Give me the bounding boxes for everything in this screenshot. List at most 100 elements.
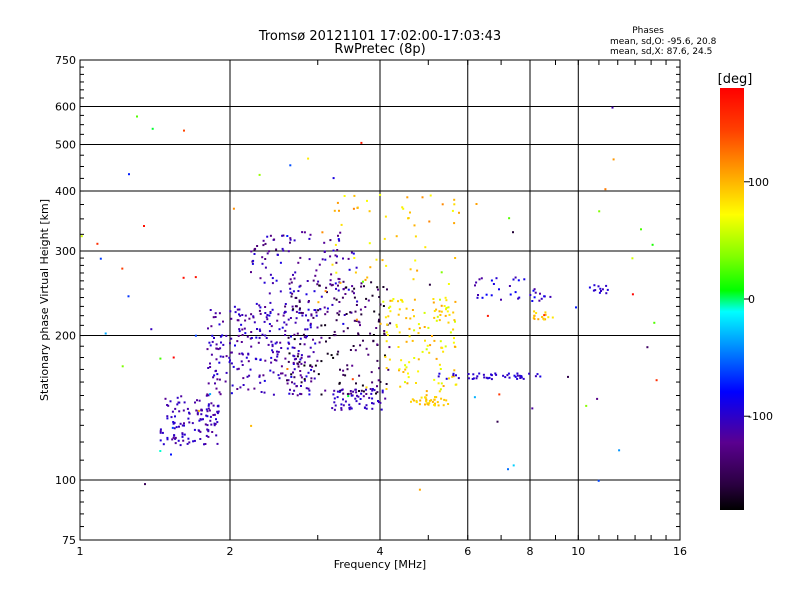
echo-point	[208, 409, 211, 412]
y-tick-label: 200	[55, 330, 76, 343]
echo-point	[333, 408, 336, 411]
echo-point	[328, 337, 331, 339]
echo-point	[399, 385, 402, 388]
echo-point	[395, 325, 398, 328]
echo-point	[338, 209, 340, 212]
echo-point	[384, 215, 387, 218]
echo-point	[238, 328, 241, 331]
echo-point	[293, 389, 296, 392]
echo-point	[596, 397, 599, 400]
echo-point	[159, 357, 162, 360]
echo-point	[387, 315, 390, 318]
echo-point	[339, 389, 342, 392]
echo-point	[236, 388, 239, 390]
echo-point	[256, 328, 258, 330]
echo-point	[355, 320, 358, 322]
echo-point	[365, 347, 368, 350]
echo-point	[413, 224, 416, 227]
echo-point	[605, 292, 608, 295]
echo-point	[445, 308, 447, 311]
echo-point	[275, 279, 278, 282]
echo-point	[280, 365, 283, 368]
echo-point	[502, 374, 505, 377]
echo-point	[166, 404, 169, 406]
echo-point	[308, 355, 311, 358]
echo-point	[431, 335, 433, 337]
echo-point	[276, 353, 279, 356]
echo-point	[318, 284, 321, 287]
echo-point	[298, 300, 301, 303]
echo-point	[424, 339, 426, 342]
echo-point	[238, 308, 241, 311]
echo-point	[291, 381, 293, 384]
echo-point	[376, 391, 379, 394]
echo-point	[238, 352, 241, 355]
echo-point	[380, 408, 383, 411]
stats-line-o: mean, sd,O: -95.6, 20.8	[610, 37, 717, 47]
echo-point	[182, 409, 185, 412]
echo-point	[375, 258, 378, 261]
echo-point	[372, 339, 375, 342]
echo-point	[324, 389, 327, 392]
echo-point	[478, 278, 481, 281]
echo-point	[368, 210, 371, 213]
echo-point	[221, 334, 224, 337]
echo-point	[371, 388, 374, 390]
echo-point	[300, 354, 303, 357]
echo-point	[618, 449, 621, 452]
echo-point	[174, 407, 177, 410]
echo-point	[434, 396, 436, 398]
echo-point	[342, 288, 345, 291]
echo-point	[307, 300, 310, 302]
echo-point	[397, 313, 400, 316]
echo-point	[292, 361, 295, 364]
echo-point	[271, 345, 274, 348]
echo-point	[309, 233, 312, 236]
echo-point	[389, 299, 392, 302]
echo-point	[492, 283, 495, 285]
echo-point	[247, 388, 250, 391]
echo-point	[433, 378, 436, 381]
echo-point	[333, 389, 336, 392]
echo-point	[174, 436, 177, 439]
echo-point	[99, 257, 102, 260]
stats-heading: Phases	[632, 26, 664, 36]
colorbar-label: [deg]	[718, 72, 753, 87]
echo-point	[209, 362, 211, 365]
echo-point	[219, 347, 222, 350]
echo-point	[453, 369, 456, 372]
echo-point	[289, 238, 292, 241]
echo-point	[236, 340, 239, 343]
echo-point	[302, 333, 305, 336]
echo-point	[355, 382, 357, 385]
echo-point	[212, 404, 215, 407]
echo-point	[337, 238, 340, 241]
echo-point	[250, 250, 253, 253]
echo-point	[265, 316, 268, 319]
echo-point	[382, 300, 385, 303]
echo-point	[347, 257, 350, 260]
echo-point	[360, 313, 363, 316]
echo-point	[547, 316, 550, 319]
echo-point	[295, 357, 297, 360]
echo-point	[326, 291, 328, 294]
echo-point	[320, 324, 323, 327]
echo-point	[121, 267, 124, 270]
echo-point	[351, 378, 354, 381]
colorbar-ticks: 100 0 -100	[744, 176, 773, 423]
echo-point	[240, 323, 243, 326]
echo-points	[80, 106, 658, 491]
echo-point	[329, 239, 332, 242]
echo-point	[415, 401, 418, 404]
echo-point	[399, 298, 402, 301]
echo-point	[166, 415, 169, 418]
echo-point	[246, 375, 249, 378]
echo-point	[601, 288, 604, 291]
echo-point	[412, 278, 415, 281]
echo-point	[143, 225, 145, 227]
echo-point	[288, 282, 291, 285]
echo-point	[476, 296, 479, 299]
echo-point	[356, 394, 358, 397]
echo-point	[369, 266, 372, 269]
echo-point	[366, 276, 369, 279]
